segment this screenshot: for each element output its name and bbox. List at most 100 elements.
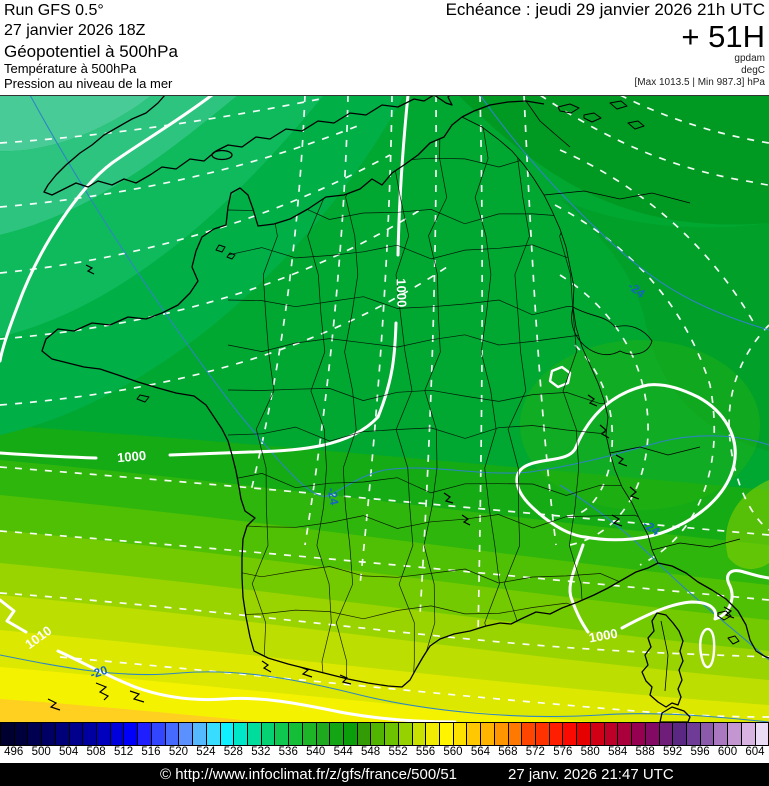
param-geopotential: Géopotentiel à 500hPa [4, 42, 178, 61]
colorbar-cell [672, 723, 686, 745]
unit-gpdam: gpdam [734, 53, 765, 65]
belle-ile [136, 394, 150, 403]
colorbar-tick-label: 568 [498, 746, 518, 758]
colorbar-cell [535, 723, 549, 745]
colorbar-cell [397, 723, 412, 745]
italy-coast [657, 562, 769, 659]
dashed-isolines [0, 95, 769, 718]
france-coast [41, 116, 659, 688]
colorbar-cell [137, 723, 151, 745]
colorbar-tick-label: 512 [113, 746, 134, 758]
corsica-coast [641, 612, 684, 708]
colorbar-tick-label: 552 [388, 746, 408, 758]
contour-label: 1000 [393, 278, 409, 307]
colorbar-cell [233, 723, 247, 745]
colorbar-cell [576, 723, 590, 745]
colorbar-tick-label: 536 [278, 746, 298, 758]
colorbar-tick-label: 500 [31, 746, 51, 758]
param-pressure: Pression au niveau de la mer [4, 76, 173, 92]
colorbar-ticks: 496 500 504 508 512 516 520 524 528 532 536 540 544 5… [0, 746, 769, 763]
colorbar-cell [370, 723, 385, 745]
national-borders [461, 100, 741, 692]
sardinia-tip [659, 706, 691, 722]
colorbar-cell [507, 723, 522, 745]
colorbar-cell [329, 723, 343, 745]
contour-label: 1000 [117, 448, 147, 465]
run-title: Run GFS 0.5° [4, 2, 104, 19]
colorbar-cell [41, 723, 55, 745]
colorbar-cell [246, 723, 261, 745]
weather-map: 1000 1000 1010 1000 -24 -24 -24 -20 [0, 95, 769, 722]
colorbar-cell [164, 723, 179, 745]
colorbar-cell [631, 723, 645, 745]
colorbar-tick-label: 576 [553, 746, 573, 758]
colorbar-cell [466, 723, 481, 745]
header: Run GFS 0.5° 27 janvier 2026 18Z Géopote… [0, 0, 769, 95]
header-left: Run GFS 0.5° 27 janvier 2026 18Z Géopote… [4, 1, 178, 92]
contour-label: -20 [88, 663, 109, 682]
colorbar-tick-label: 592 [663, 746, 683, 758]
colorbar-tick-label: 524 [196, 746, 216, 758]
colorbar-tick-label: 532 [251, 746, 271, 758]
colorbar-cell [562, 723, 577, 745]
colorbar-cell [219, 723, 234, 745]
colorbar-cell [644, 723, 659, 745]
elba-islands [717, 610, 740, 645]
colorbar-cell [109, 723, 124, 745]
colorbar-cell [205, 723, 220, 745]
colorbar-cell [192, 723, 206, 745]
colorbar-cell [123, 723, 138, 745]
colorbar-cell [54, 723, 69, 745]
generation-time: 27 janv. 2026 21:47 UTC [508, 766, 674, 783]
colorbar-cell [603, 723, 618, 745]
isle-of-wight [211, 149, 233, 161]
colorbar-tick-label: 596 [690, 746, 710, 758]
colorbar [0, 722, 769, 746]
colorbar-cell [384, 723, 398, 745]
colorbar-cell [658, 723, 673, 745]
mountain-marks [47, 264, 735, 711]
colorbar-cell [0, 723, 14, 745]
zeeland-islands [557, 100, 645, 130]
footer: © http://www.infoclimat.fr/z/gfs/france/… [0, 763, 769, 786]
colorbar-tick-label: 508 [86, 746, 106, 758]
colorbar-cell [727, 723, 741, 745]
colorbar-cell [439, 723, 453, 745]
colorbar-cell [740, 723, 755, 745]
colorbar-tick-label: 604 [745, 746, 765, 758]
colorbar-cell [699, 723, 714, 745]
contour-label: 1000 [588, 626, 619, 646]
colorbar-cell [754, 723, 769, 745]
colorbar-cell [589, 723, 604, 745]
temperature-contours [0, 95, 769, 722]
colorbar-cell [425, 723, 439, 745]
unit-degc: degC [741, 65, 765, 77]
colorbar-tick-label: 528 [223, 746, 243, 758]
colorbar-cell [480, 723, 494, 745]
colorbar-cell [713, 723, 728, 745]
isobar-contours [0, 95, 769, 722]
param-temperature: Température à 500hPa [4, 61, 137, 77]
colorbar-cell [301, 723, 316, 745]
colorbar-tick-label: 544 [333, 746, 353, 758]
valid-time: Echéance : jeudi 29 janvier 2026 21h UTC [445, 0, 765, 19]
colorbar-tick-label: 548 [361, 746, 381, 758]
colorbar-cell [150, 723, 165, 745]
colorbar-cell [260, 723, 275, 745]
colorbar-cell [13, 723, 28, 745]
colorbar-tick-label: 572 [525, 746, 545, 758]
colorbar-cell [493, 723, 508, 745]
source-url[interactable]: © http://www.infoclimat.fr/z/gfs/france/… [160, 766, 458, 783]
colorbar-cell [288, 723, 302, 745]
minmax-pressure: [Max 1013.5 | Min 987.3] hPa [634, 77, 765, 89]
belgium-coast [461, 100, 545, 118]
run-date: 27 janvier 2026 18Z [4, 22, 146, 39]
colorbar-tick-label: 564 [470, 746, 491, 758]
colorbar-cell [685, 723, 700, 745]
colorbar-tick-label: 560 [443, 746, 463, 758]
header-right: Echéance : jeudi 29 janvier 2026 21h UTC… [446, 0, 765, 89]
colorbar-tick-label: 584 [608, 746, 628, 758]
contour-label: -24 [325, 487, 342, 507]
forecast-step: + 51H [681, 19, 765, 54]
